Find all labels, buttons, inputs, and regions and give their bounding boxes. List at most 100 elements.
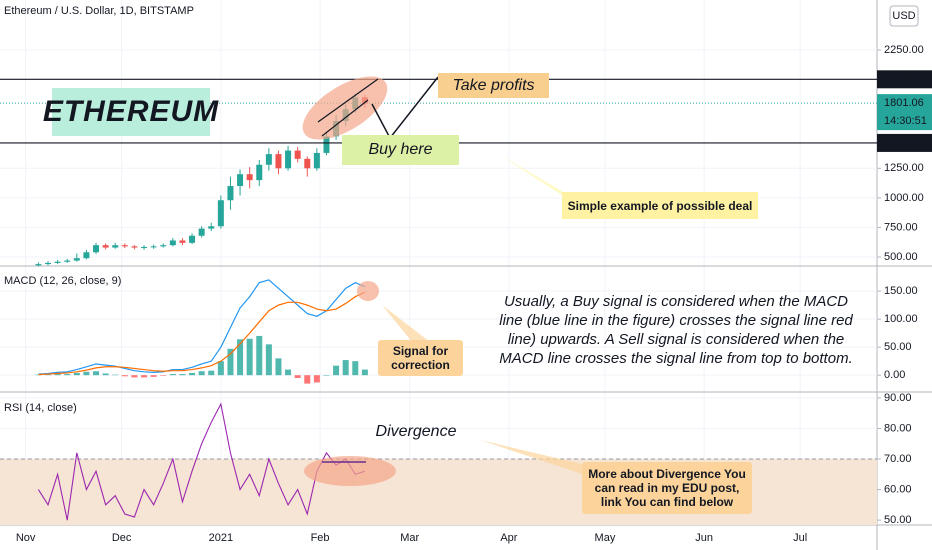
indicator-title: RSI (14, close) [4, 402, 77, 414]
histogram-bar [275, 358, 282, 376]
histogram-bar [198, 371, 205, 376]
histogram-bar [246, 338, 253, 376]
candle-body [83, 252, 90, 259]
candle-body [102, 245, 109, 248]
histogram-bar [45, 374, 52, 376]
y-tick-label: 1000.00 [884, 192, 924, 204]
chart-title: Ethereum / U.S. Dollar, 1D, BITSTAMP [4, 5, 194, 17]
candle-body [131, 246, 138, 248]
y-tick-label: 0.00 [884, 369, 905, 381]
histogram-bar [93, 371, 100, 376]
highlight-ellipse [304, 456, 396, 486]
histogram-bar [313, 375, 320, 383]
candle-body [73, 258, 80, 261]
annotation: Divergence [375, 423, 457, 440]
candle-body [285, 150, 292, 169]
currency-box[interactable] [889, 5, 919, 27]
histogram-bar [73, 372, 80, 376]
rsi-line [37, 402, 366, 521]
candle-body [35, 264, 42, 266]
price-badge [877, 133, 932, 152]
histogram-bar [160, 375, 167, 376]
x-tick-label: Dec [112, 532, 132, 544]
candle-body [179, 240, 186, 243]
y-tick-label: 750.00 [884, 221, 918, 233]
x-tick-label: Feb [311, 532, 330, 544]
price-badge-label: 1464.59 [882, 137, 922, 149]
histogram-bar [208, 370, 215, 376]
histogram-bar [141, 375, 148, 378]
x-tick-label: Apr [500, 532, 517, 544]
candle-body [189, 235, 196, 243]
y-tick-label: 1250.00 [884, 162, 924, 174]
x-tick-label: Nov [16, 532, 36, 544]
price-badge [877, 94, 932, 131]
histogram-bar [361, 369, 368, 376]
price-badge-label: 1801.06 [884, 97, 924, 109]
x-tick-label: Jun [695, 532, 713, 544]
callout [382, 305, 430, 342]
histogram-bar [83, 371, 90, 376]
candle-body [265, 154, 272, 165]
price-badge [877, 70, 932, 89]
candle-body [227, 186, 234, 201]
histogram-bar [256, 335, 263, 376]
histogram-bar [54, 374, 61, 376]
annotation: Simple example of possible deal [562, 192, 758, 219]
histogram-bar [227, 348, 234, 376]
y-tick-label: 150.00 [884, 285, 918, 297]
candle-body [169, 240, 176, 246]
histogram-bar [294, 375, 301, 378]
y-tick-label: 60.00 [884, 483, 912, 495]
candle-body [150, 246, 157, 248]
histogram-bar [112, 374, 119, 376]
candle-body [246, 174, 253, 181]
histogram-bar [189, 372, 196, 376]
highlight-ellipse [302, 76, 388, 140]
y-tick-label: 50.00 [884, 341, 912, 353]
annotation: More about Divergence You can read in my… [582, 462, 752, 514]
histogram-bar [285, 369, 292, 376]
histogram-bar [352, 361, 359, 376]
candle-body [141, 246, 148, 248]
y-tick-label: 80.00 [884, 422, 912, 434]
histogram-bar [179, 374, 186, 376]
x-tick-label: Mar [400, 532, 419, 544]
price-badge-label: 2002.49 [882, 73, 922, 85]
y-tick-label: 2250.00 [884, 44, 924, 56]
candle-body [304, 158, 311, 169]
currency[interactable]: USD [892, 10, 915, 22]
y-tick-label: 100.00 [884, 313, 918, 325]
histogram-bar [102, 373, 109, 376]
candle-body [323, 136, 330, 153]
annotation: Signal for correction [378, 340, 463, 376]
annotation: ETHEREUM [43, 88, 218, 136]
histogram-bar [35, 374, 42, 376]
candle-body [217, 200, 224, 227]
annotation: Usually, a Buy signal is considered when… [499, 293, 853, 367]
y-tick-label: 500.00 [884, 251, 918, 263]
candle-body [160, 245, 167, 247]
highlight-ellipse [357, 281, 379, 301]
candle-body [313, 152, 320, 169]
candle-body [64, 260, 71, 262]
candle-body [237, 174, 244, 187]
histogram-bar [342, 360, 349, 376]
annotation: Take profits [438, 73, 549, 98]
y-tick-label: 70.00 [884, 453, 912, 465]
candle-body [112, 245, 119, 248]
histogram-bar [150, 375, 157, 377]
annotation: Buy here [342, 135, 459, 165]
candle-body [93, 245, 100, 253]
histogram-bar [131, 375, 138, 378]
histogram-bar [304, 375, 311, 384]
indicator-line [38, 279, 366, 375]
candle-body [198, 228, 205, 236]
x-tick-label: May [595, 532, 616, 544]
candle-body [54, 261, 61, 263]
histogram-bar [237, 339, 244, 376]
y-tick-label: 50.00 [884, 514, 912, 526]
histogram-bar [217, 361, 224, 376]
histogram-bar [64, 374, 71, 376]
candle-body [208, 226, 215, 229]
